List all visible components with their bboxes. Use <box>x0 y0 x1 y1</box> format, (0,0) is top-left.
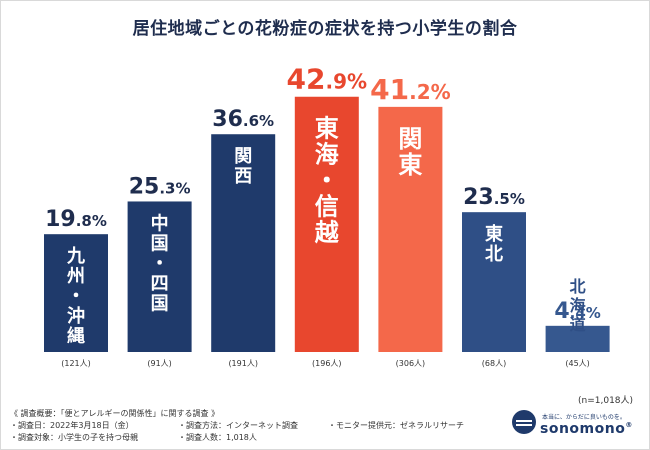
category-label-5-1: 北 <box>485 244 503 265</box>
value-label-6: 4.4% <box>554 299 600 324</box>
category-label-0-4: 縄 <box>67 325 85 347</box>
value-dec-4: .2% <box>409 80 451 104</box>
bar-4 <box>378 106 443 352</box>
bar-0 <box>44 234 108 352</box>
bar-1 <box>127 201 192 352</box>
bar-6 <box>545 325 610 352</box>
category-label-0-2: ・ <box>67 286 85 307</box>
survey-method: ・調査方法：インターネット調査 <box>178 421 298 430</box>
chart-title: 居住地域ごとの花粉症の症状を持つ小学生の割合 <box>132 19 518 39</box>
value-label-5: 23.5% <box>463 185 525 210</box>
value-int-2: 36 <box>212 107 243 132</box>
count-label-3: (196人) <box>312 359 342 368</box>
logo-name: sonomono <box>540 421 626 437</box>
value-int-0: 19 <box>45 207 76 232</box>
survey-people: ・調査人数：1,018人 <box>178 433 257 442</box>
category-label-6-0: 北 <box>570 277 586 296</box>
category-label-0-3: 沖 <box>67 305 85 327</box>
value-dec-1: .3% <box>159 179 190 197</box>
category-label-1-0: 中 <box>151 212 169 234</box>
category-label-2-0: 関 <box>234 146 252 167</box>
category-label-4-0: 関 <box>398 125 422 153</box>
value-int-5: 23 <box>463 185 494 210</box>
value-int-4: 41 <box>370 73 409 106</box>
survey-heading: 《 調査概要：「便とアレルギーの関係性」に関する調査 》 <box>10 409 220 418</box>
bar-2 <box>211 134 276 352</box>
logo-wordmark: sonomono® <box>540 421 633 437</box>
survey-date: ・調査日：2022年3月18日（金） <box>10 421 134 430</box>
bar-5 <box>462 212 526 352</box>
category-label-4-1: 東 <box>398 151 422 179</box>
count-label-6: (45人) <box>565 359 589 368</box>
category-label-3-3: 信 <box>315 193 339 221</box>
value-dec-5: .5% <box>494 190 525 208</box>
category-label-1-1: 国 <box>151 233 169 254</box>
value-int-6: 4 <box>554 299 569 324</box>
count-label-0: (121人) <box>61 359 91 368</box>
category-label-1-3: 四 <box>151 273 169 294</box>
value-label-1: 25.3% <box>129 174 191 199</box>
value-label-2: 36.6% <box>212 107 274 132</box>
count-label-5: (68人) <box>482 359 506 368</box>
category-label-0-0: 九 <box>66 246 85 267</box>
value-dec-0: .8% <box>76 212 107 230</box>
count-label-4: (306人) <box>396 359 426 368</box>
category-label-1-2: ・ <box>151 253 169 274</box>
category-label-1-4: 国 <box>151 293 169 314</box>
value-dec-2: .6% <box>243 112 274 130</box>
value-int-1: 25 <box>129 174 160 199</box>
logo-registered-mark: ® <box>625 421 633 429</box>
bar-3 <box>294 96 359 353</box>
value-dec-6: .4% <box>570 304 601 322</box>
category-label-2-1: 西 <box>234 166 252 187</box>
value-label-4: 41.2% <box>370 73 451 106</box>
category-label-5-0: 東 <box>485 223 503 245</box>
survey-provider: ・モニター提供元：ゼネラルリサーチ <box>328 421 464 430</box>
value-dec-3: .9% <box>326 70 368 94</box>
survey-target: ・調査対象：小学生の子を持つ母親 <box>10 433 138 442</box>
sonomono-logo: 本当に、からだに良いものを。 sonomono® <box>512 404 642 444</box>
wave-logo-icon <box>512 410 536 434</box>
category-label-3-1: 海 <box>315 141 339 169</box>
category-label-3-2: ・ <box>315 167 339 195</box>
count-label-2: (191人) <box>228 359 258 368</box>
category-label-3-4: 越 <box>315 219 340 247</box>
value-int-3: 42 <box>287 63 326 96</box>
sample-size: (n=1,018人) <box>578 396 634 406</box>
logo-tagline: 本当に、からだに良いものを。 <box>542 414 626 421</box>
value-label-3: 42.9% <box>287 63 368 96</box>
category-label-3-0: 東 <box>315 115 339 143</box>
category-label-0-1: 州 <box>66 266 85 287</box>
category-label-6-2: 道 <box>570 315 586 334</box>
category-label-6-1: 海 <box>570 296 586 315</box>
count-label-1: (91人) <box>147 359 171 368</box>
value-label-0: 19.8% <box>45 207 107 232</box>
